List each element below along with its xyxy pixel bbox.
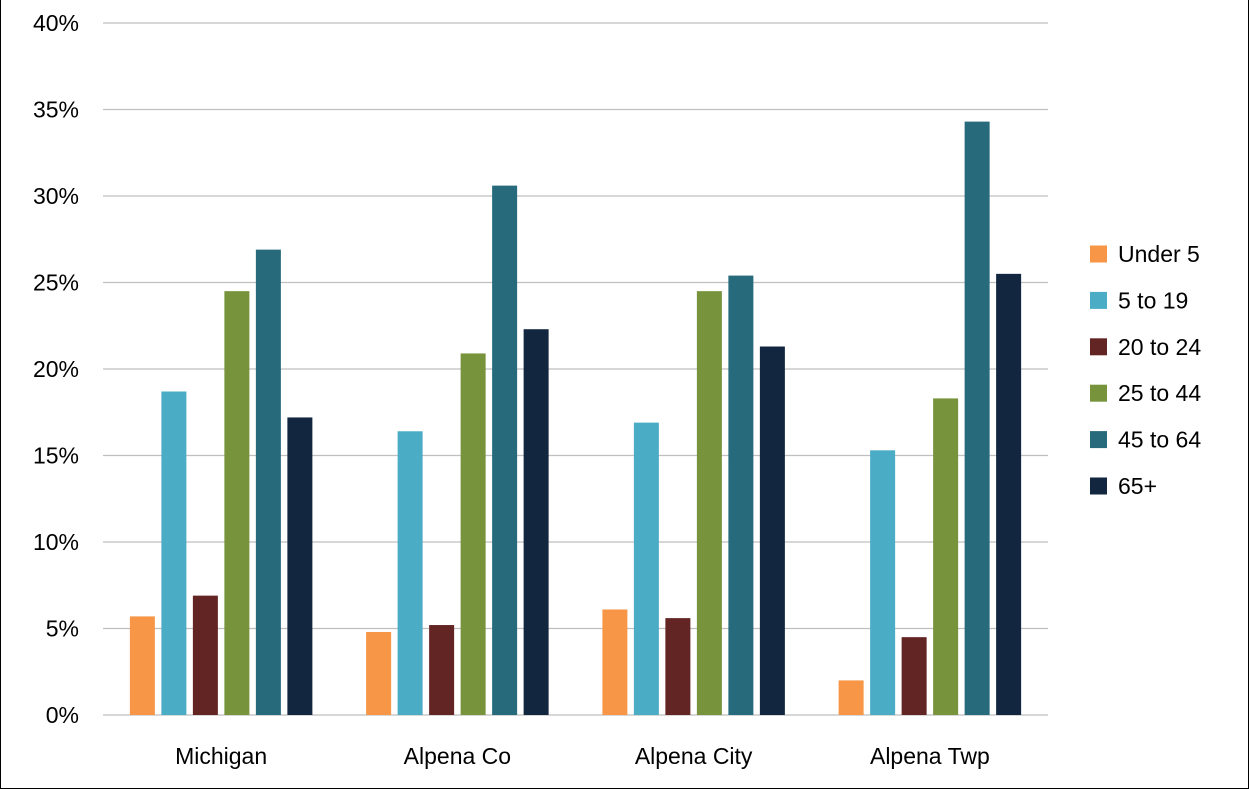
bar-25-to-44-alpena-co xyxy=(460,353,486,715)
y-tick-label: 5% xyxy=(46,616,79,642)
legend-label: 5 to 19 xyxy=(1118,287,1188,313)
legend-label: 20 to 24 xyxy=(1118,334,1201,360)
bar-5-to-19-alpena-co xyxy=(397,431,423,715)
y-tick-label: 40% xyxy=(33,10,79,36)
y-tick-label: 10% xyxy=(33,529,79,555)
y-tick-label: 30% xyxy=(33,183,79,209)
bar-25-to-44-michigan xyxy=(224,291,250,715)
bar-under-5-michigan xyxy=(129,616,155,715)
bar-65--alpena-city xyxy=(759,346,785,715)
legend-label: 45 to 64 xyxy=(1118,427,1201,453)
legend-swatch xyxy=(1090,291,1107,309)
x-category-label: Alpena Twp xyxy=(870,743,990,769)
x-axis-labels: Michigan Alpena Co Alpena City Alpena Twp xyxy=(175,743,990,769)
bar-65--alpena-co xyxy=(523,329,549,715)
bar-5-to-19-michigan xyxy=(161,391,187,715)
x-category-label: Alpena Co xyxy=(404,743,511,769)
bar-45-to-64-alpena-city xyxy=(728,275,754,715)
y-tick-label: 35% xyxy=(33,97,79,123)
bar-under-5-alpena-twp xyxy=(838,680,864,715)
bar-45-to-64-alpena-co xyxy=(492,185,518,715)
legend-swatch xyxy=(1090,245,1107,263)
legend-swatch xyxy=(1090,384,1107,402)
y-tick-label: 25% xyxy=(33,270,79,296)
bar-45-to-64-alpena-twp xyxy=(964,121,990,716)
bars xyxy=(129,121,1022,716)
bar-20-to-24-alpena-city xyxy=(665,618,691,715)
x-category-label: Alpena City xyxy=(635,743,753,769)
bar-under-5-alpena-city xyxy=(602,609,628,715)
y-tick-label: 20% xyxy=(33,356,79,382)
bar-65--michigan xyxy=(287,417,313,715)
x-category-label: Michigan xyxy=(175,743,267,769)
bar-20-to-24-alpena-twp xyxy=(901,637,927,715)
bar-25-to-44-alpena-city xyxy=(696,291,722,715)
bar-20-to-24-alpena-co xyxy=(429,625,455,715)
bar-45-to-64-michigan xyxy=(255,249,281,715)
legend-swatch xyxy=(1090,477,1107,495)
bar-5-to-19-alpena-twp xyxy=(870,450,896,715)
legend-label: 65+ xyxy=(1118,473,1157,499)
bar-25-to-44-alpena-twp xyxy=(933,398,959,715)
bar-under-5-alpena-co xyxy=(366,631,392,715)
bar-20-to-24-michigan xyxy=(192,595,218,715)
legend-label: 25 to 44 xyxy=(1118,380,1201,406)
y-axis-ticks: 0% 5% 10% 15% 20% 25% 30% 35% 40% xyxy=(33,10,79,728)
y-tick-label: 15% xyxy=(33,443,79,469)
y-tick-label: 0% xyxy=(46,702,79,728)
legend-swatch xyxy=(1090,338,1107,356)
legend-label: Under 5 xyxy=(1118,241,1200,267)
legend-swatch xyxy=(1090,431,1107,449)
legend: Under 5 5 to 19 20 to 24 25 to 44 45 to 64 65… xyxy=(1090,241,1201,499)
bar-65--alpena-twp xyxy=(996,273,1022,715)
bar-5-to-19-alpena-city xyxy=(633,422,659,715)
